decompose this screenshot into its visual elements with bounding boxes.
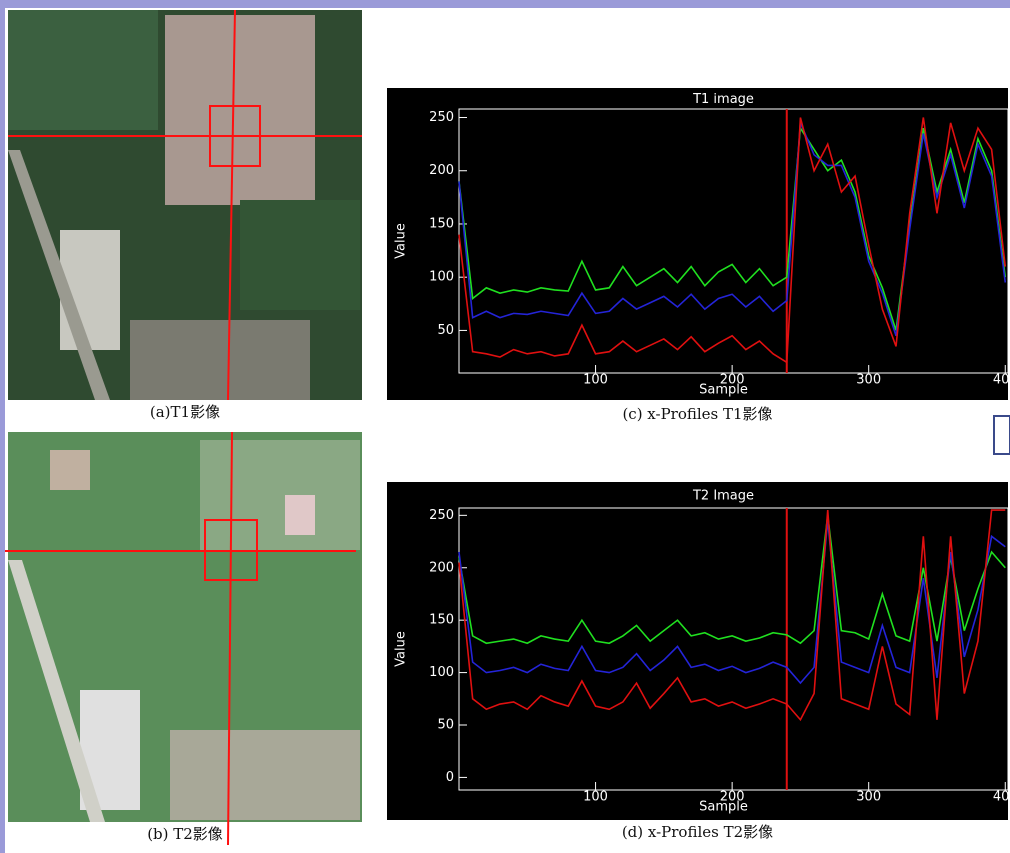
y-tick-label: 200: [429, 560, 454, 575]
x-tick-label: 300: [856, 373, 881, 388]
x-tick-label: 100: [583, 790, 608, 805]
x-tick-label: 200: [720, 373, 745, 388]
chart-title: T2 Image: [692, 489, 754, 504]
chart-caption: (c) x-Profiles T1影像: [622, 405, 772, 423]
y-tick-label: 150: [429, 216, 454, 231]
y-tick-label: 100: [429, 270, 454, 285]
top-band: [0, 0, 1010, 8]
image-t2: [5, 432, 362, 845]
image-caption: (b) T2影像: [147, 825, 223, 843]
y-tick-label: 250: [429, 110, 454, 125]
frame-box: [994, 416, 1010, 454]
chart-title: T1 image: [692, 92, 754, 107]
y-tick-label: 100: [429, 665, 454, 680]
y-tick-label: 250: [429, 508, 454, 523]
x-tick-label: 100: [583, 373, 608, 388]
y-tick-label: 150: [429, 613, 454, 628]
y-axis-label: Value: [394, 631, 409, 667]
y-tick-label: 50: [437, 323, 454, 338]
chart-caption: (d) x-Profiles T2影像: [622, 823, 773, 841]
y-axis-label: Value: [394, 223, 409, 259]
image-t1: [8, 10, 362, 400]
x-tick-label: 300: [856, 790, 881, 805]
x-tick-label: 400: [993, 790, 1010, 805]
y-tick-label: 200: [429, 163, 454, 178]
figure: (a)T1影像 (b) T2影像 T1 imageSampleValue5010…: [0, 0, 1010, 853]
x-tick-label: 200: [720, 790, 745, 805]
x-tick-label: 400: [993, 373, 1010, 388]
image-caption: (a)T1影像: [150, 403, 220, 421]
left-band: [0, 0, 5, 853]
y-tick-label: 0: [446, 770, 454, 785]
page: (a)T1影像 (b) T2影像 T1 imageSampleValue5010…: [0, 0, 1010, 853]
y-tick-label: 50: [437, 718, 454, 733]
